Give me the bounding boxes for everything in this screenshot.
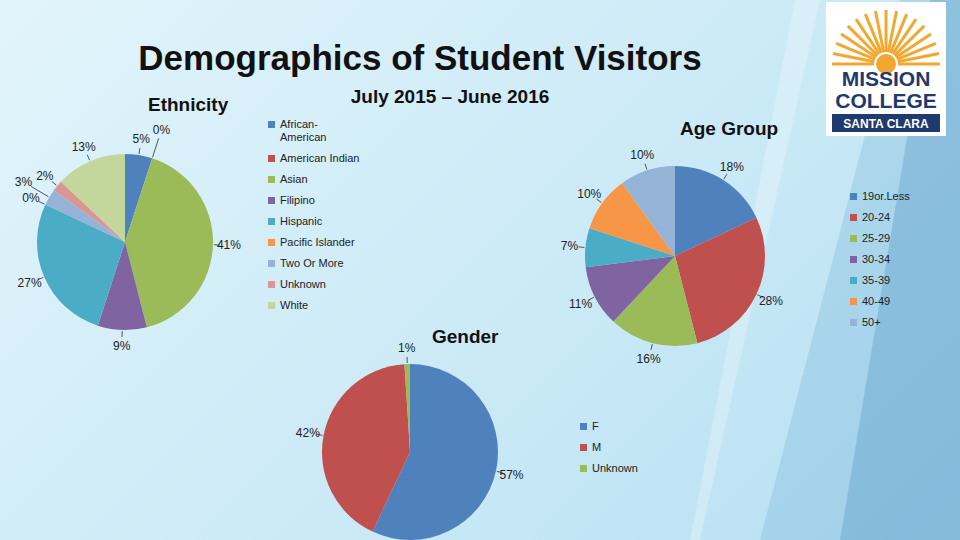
svg-text:SANTA CLARA: SANTA CLARA — [843, 117, 929, 131]
svg-text:57%: 57% — [499, 468, 523, 482]
html-text:African-American: African-American — [280, 118, 327, 143]
html-text:Unknown: Unknown — [280, 278, 326, 290]
html-text:35-39: 35-39 — [862, 274, 891, 286]
svg-text:41%: 41% — [217, 238, 241, 252]
svg-text:3%: 3% — [15, 175, 33, 189]
html-text:Ethnicity: Ethnicity — [148, 94, 229, 115]
html-text:30-34: 30-34 — [862, 253, 891, 265]
svg-text:9%: 9% — [113, 339, 131, 353]
svg-text:11%: 11% — [569, 297, 592, 311]
svg-text:7%: 7% — [561, 239, 579, 253]
svg-text:16%: 16% — [637, 352, 661, 366]
html-text:Asian: Asian — [280, 173, 308, 185]
svg-text:2%: 2% — [36, 169, 54, 183]
html-text:50+: 50+ — [862, 316, 881, 328]
svg-text:0%: 0% — [153, 123, 171, 137]
svg-text:0%: 0% — [22, 191, 40, 205]
html-text:19or.Less: 19or.Less — [862, 190, 910, 202]
html-text:F: F — [592, 420, 599, 432]
svg-text:10%: 10% — [577, 187, 601, 201]
html-text:American Indian: American Indian — [280, 152, 360, 164]
html-text:Demographics of Student Visito: Demographics of Student Visitors — [138, 38, 702, 77]
html-text:Unknown: Unknown — [592, 462, 638, 474]
html-text:Gender: Gender — [432, 326, 499, 347]
html-text:White: White — [280, 299, 309, 311]
svg-text:28%: 28% — [759, 294, 783, 308]
html-text:Hispanic: Hispanic — [280, 215, 323, 227]
html-text:Age Group: Age Group — [680, 118, 779, 139]
svg-text:27%: 27% — [18, 276, 42, 290]
html-text:Pacific Islander: Pacific Islander — [280, 236, 355, 248]
svg-text:10%: 10% — [630, 148, 654, 162]
html-text:Filipino: Filipino — [280, 194, 315, 206]
html-text:25-29: 25-29 — [862, 232, 891, 244]
html-text:July 2015 – June 2016: July 2015 – June 2016 — [350, 86, 550, 107]
svg-text:1%: 1% — [398, 341, 416, 355]
svg-text:42%: 42% — [296, 426, 320, 440]
svg-text:5%: 5% — [133, 132, 151, 146]
html-text:40-49: 40-49 — [862, 295, 891, 307]
html-text:M: M — [592, 441, 602, 453]
svg-text:18%: 18% — [720, 160, 744, 174]
svg-text:COLLEGE: COLLEGE — [835, 89, 937, 112]
svg-text:13%: 13% — [72, 140, 96, 154]
html-text:20-24: 20-24 — [862, 211, 891, 223]
svg-text:MISSION: MISSION — [842, 67, 931, 90]
html-text:Two Or More: Two Or More — [280, 257, 344, 269]
